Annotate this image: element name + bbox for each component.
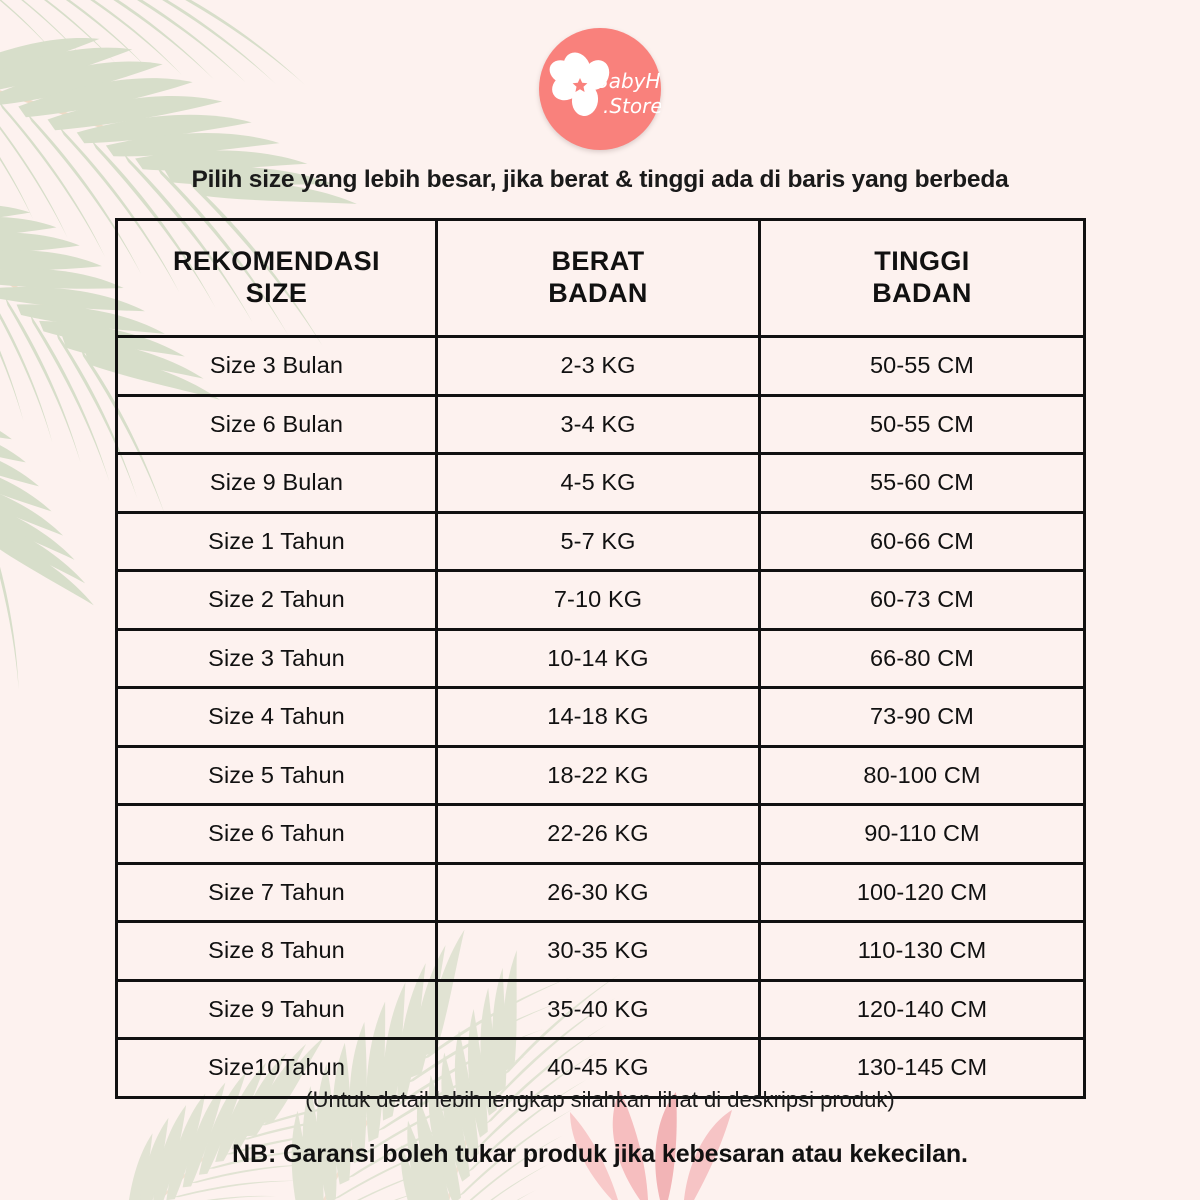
size-chart-table: REKOMENDASI SIZE BERAT BADAN TINGGI BADA… — [115, 218, 1086, 1099]
detail-note: (Untuk detail lebih lengkap silahkan lih… — [305, 1087, 895, 1112]
table-header-row: REKOMENDASI SIZE BERAT BADAN TINGGI BADA… — [115, 218, 1086, 338]
table-row: Size 4 Tahun 14-18 KG 73-90 CM — [115, 686, 1086, 748]
logo-artwork: BabyHoki .Store — [549, 52, 661, 118]
cell-berat: 14-18 KG — [435, 686, 761, 748]
blossom-center-star — [572, 78, 588, 92]
cell-tinggi: 60-73 CM — [758, 569, 1086, 631]
column-header-size-line2: SIZE — [245, 278, 308, 308]
cell-size: Size 2 Tahun — [115, 569, 438, 631]
cell-tinggi: 110-130 CM — [758, 920, 1086, 982]
table-row: Size 3 Tahun 10-14 KG 66-80 CM — [115, 627, 1086, 689]
cell-berat: 30-35 KG — [435, 920, 761, 982]
cell-size: Size 8 Tahun — [115, 920, 438, 982]
cell-tinggi: 130-145 CM — [758, 1037, 1086, 1099]
cell-tinggi: 55-60 CM — [758, 452, 1086, 514]
table-row: Size 9 Bulan 4-5 KG 55-60 CM — [115, 452, 1086, 514]
cell-size: Size 3 Bulan — [115, 335, 438, 397]
cell-size: Size 9 Bulan — [115, 452, 438, 514]
table-row: Size 3 Bulan 2-3 KG 50-55 CM — [115, 335, 1086, 397]
cell-tinggi: 50-55 CM — [758, 335, 1086, 397]
cell-berat: 7-10 KG — [435, 569, 761, 631]
cell-size: Size 6 Tahun — [115, 803, 438, 865]
cell-size: Size 4 Tahun — [115, 686, 438, 748]
cell-size: Size 1 Tahun — [115, 510, 438, 572]
cell-size: Size 3 Tahun — [115, 627, 438, 689]
headline-text: Pilih size yang lebih besar, jika berat … — [191, 166, 1009, 193]
cell-tinggi: 73-90 CM — [758, 686, 1086, 748]
cell-berat: 35-40 KG — [435, 978, 761, 1040]
table-row: Size10Tahun 40-45 KG 130-145 CM — [115, 1037, 1086, 1099]
table-row: Size 2 Tahun 7-10 KG 60-73 CM — [115, 569, 1086, 631]
table-row: Size 6 Bulan 3-4 KG 50-55 CM — [115, 393, 1086, 455]
column-header-tinggi-line1: TINGGI — [874, 246, 970, 277]
warranty-note: NB: Garansi boleh tukar produk jika kebe… — [232, 1140, 968, 1168]
cell-size: Size 6 Bulan — [115, 393, 438, 455]
table-row: Size 5 Tahun 18-22 KG 80-100 CM — [115, 744, 1086, 806]
table-row: Size 1 Tahun 5-7 KG 60-66 CM — [115, 510, 1086, 572]
cell-berat: 10-14 KG — [435, 627, 761, 689]
cell-tinggi: 100-120 CM — [758, 861, 1086, 923]
cell-tinggi: 120-140 CM — [758, 978, 1086, 1040]
cell-size: Size 7 Tahun — [115, 861, 438, 923]
logo-brand-line1: BabyHoki — [595, 69, 661, 93]
logo-circle: BabyHoki .Store — [539, 28, 661, 150]
cell-berat: 26-30 KG — [435, 861, 761, 923]
column-header-berat-line2: BADAN — [548, 278, 648, 308]
logo-brand-line2: .Store — [603, 94, 661, 118]
cell-berat: 3-4 KG — [435, 393, 761, 455]
cell-tinggi: 90-110 CM — [758, 803, 1086, 865]
column-header-size-line1: REKOMENDASI — [173, 246, 380, 277]
column-header-tinggi: TINGGI BADAN — [758, 218, 1086, 338]
cell-berat: 2-3 KG — [435, 335, 761, 397]
column-header-berat-line1: BERAT — [551, 246, 645, 277]
cell-tinggi: 50-55 CM — [758, 393, 1086, 455]
cell-berat: 5-7 KG — [435, 510, 761, 572]
cell-berat: 4-5 KG — [435, 452, 761, 514]
column-header-size: REKOMENDASI SIZE — [115, 218, 438, 338]
table-row: Size 7 Tahun 26-30 KG 100-120 CM — [115, 861, 1086, 923]
cell-size: Size 5 Tahun — [115, 744, 438, 806]
cell-berat: 18-22 KG — [435, 744, 761, 806]
column-header-berat: BERAT BADAN — [435, 218, 761, 338]
cell-size: Size 9 Tahun — [115, 978, 438, 1040]
table-row: Size 6 Tahun 22-26 KG 90-110 CM — [115, 803, 1086, 865]
cell-size: Size10Tahun — [115, 1037, 438, 1099]
table-row: Size 8 Tahun 30-35 KG 110-130 CM — [115, 920, 1086, 982]
column-header-tinggi-line2: BADAN — [872, 278, 972, 308]
table-row: Size 9 Tahun 35-40 KG 120-140 CM — [115, 978, 1086, 1040]
cherry-blossom-icon — [549, 52, 610, 116]
cell-tinggi: 60-66 CM — [758, 510, 1086, 572]
brand-logo: BabyHoki .Store — [516, 26, 684, 152]
cell-tinggi: 66-80 CM — [758, 627, 1086, 689]
cell-berat: 22-26 KG — [435, 803, 761, 865]
cell-berat: 40-45 KG — [435, 1037, 761, 1099]
cell-tinggi: 80-100 CM — [758, 744, 1086, 806]
